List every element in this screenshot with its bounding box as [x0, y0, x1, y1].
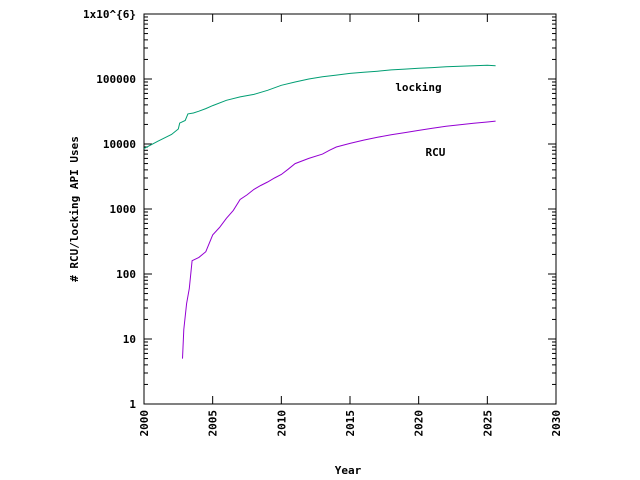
x-tick-label: 2000	[138, 410, 151, 437]
x-tick-label: 2015	[344, 410, 357, 437]
series-lines	[143, 64, 496, 359]
series-label-locking: locking	[395, 81, 441, 94]
y-tick-label: 100000	[96, 73, 136, 86]
y-tick-label: 1	[129, 398, 136, 411]
plot-frame	[143, 13, 557, 405]
x-tick-label: 2020	[413, 410, 426, 437]
y-tick-label: 100	[116, 268, 136, 281]
x-tick-labels: 2000 2005 2010 2015 2020 2025 2030	[138, 410, 563, 437]
y-axis-label: # RCU/locking API Uses	[68, 136, 81, 282]
plot-border	[143, 13, 557, 405]
series-line-locking	[143, 64, 496, 150]
x-tick-label: 2010	[275, 410, 288, 437]
axis-ticks	[143, 13, 557, 405]
y-tick-label: 10	[123, 333, 136, 346]
x-tick-label: 2025	[481, 410, 494, 437]
y-tick-label: 1000	[110, 203, 137, 216]
series-label-rcu: RCU	[426, 146, 446, 159]
y-tick-label: 1x10^{6}	[83, 8, 136, 21]
y-tick-label: 10000	[103, 138, 136, 151]
y-tick-labels: 1 10 100 1000 10000 100000 1x10^{6}	[83, 8, 136, 411]
x-axis-label: Year	[335, 464, 362, 477]
series-line-rcu	[182, 120, 496, 359]
series-labels: locking RCU	[395, 81, 445, 159]
x-tick-label: 2005	[207, 410, 220, 437]
x-tick-label: 2030	[550, 410, 563, 437]
